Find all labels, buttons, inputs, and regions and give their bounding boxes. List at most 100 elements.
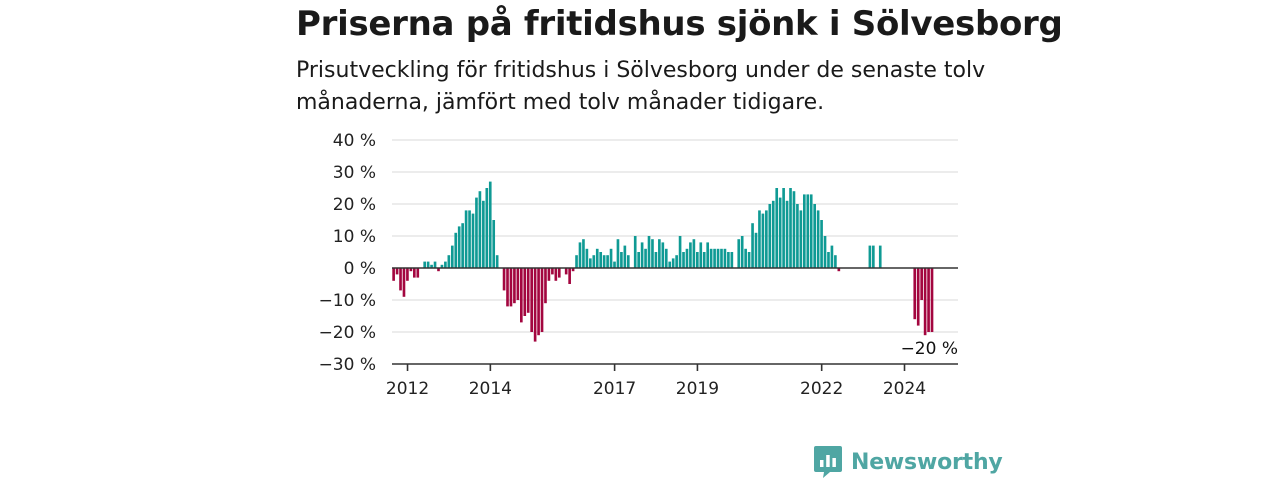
bar (730, 252, 734, 268)
bar (540, 268, 544, 332)
bar (471, 213, 475, 268)
bar (696, 252, 699, 268)
bar (523, 268, 527, 316)
bar (406, 268, 409, 281)
bar (723, 248, 727, 268)
bar (589, 258, 592, 268)
bar (913, 268, 917, 320)
bar (647, 236, 651, 268)
bar (568, 268, 571, 284)
bar (433, 261, 437, 268)
bar (689, 242, 692, 268)
bar (533, 268, 537, 342)
bar (461, 223, 464, 268)
bar (509, 268, 513, 307)
bar (737, 239, 741, 268)
bar (457, 226, 461, 268)
bar (633, 236, 637, 268)
bar (699, 242, 703, 268)
bar (702, 252, 706, 268)
bar (834, 255, 837, 268)
x-tick-label: 2024 (883, 379, 926, 399)
bar (751, 223, 754, 268)
bar (530, 268, 533, 332)
bar (557, 268, 561, 278)
bar (544, 268, 547, 304)
bar (482, 200, 485, 268)
bar (585, 248, 589, 268)
bar (595, 248, 599, 268)
bar (578, 242, 582, 268)
bar (399, 268, 402, 291)
bar (430, 264, 433, 268)
bar (450, 245, 454, 268)
bar (413, 268, 416, 278)
bar (520, 268, 523, 323)
bar (426, 261, 430, 268)
bar (744, 248, 747, 268)
bar (502, 268, 506, 291)
bar (488, 181, 492, 268)
bar (475, 197, 478, 268)
bar (423, 261, 427, 268)
bar (716, 248, 720, 268)
bar (582, 239, 585, 268)
brand-name: Newsworthy (851, 449, 1003, 475)
bar (554, 268, 558, 281)
bar (872, 245, 875, 268)
bar (765, 210, 768, 268)
bars (392, 181, 934, 342)
bar (782, 188, 785, 268)
bar (478, 191, 482, 268)
bar (392, 268, 395, 281)
bar (675, 255, 678, 268)
bar (747, 252, 751, 268)
bar (606, 255, 609, 268)
x-tick-label: 2022 (800, 379, 843, 399)
bar (758, 210, 761, 268)
bar (754, 232, 758, 268)
bar (685, 248, 689, 268)
y-tick-label: −20 % (319, 323, 376, 343)
bar (916, 268, 920, 326)
y-tick-label: 10 % (333, 227, 376, 247)
bar (620, 252, 623, 268)
bar (592, 255, 596, 268)
bar (803, 194, 806, 268)
bar (682, 252, 685, 268)
bar (547, 268, 551, 281)
bar (551, 268, 554, 275)
bar (616, 239, 620, 268)
bar (416, 268, 420, 278)
newsworthy-logo-icon (814, 446, 842, 478)
x-tick-label: 2014 (469, 379, 512, 399)
bar (602, 255, 606, 268)
bar (437, 268, 440, 272)
bar (799, 210, 803, 268)
x-tick-label: 2017 (593, 379, 636, 399)
bar (709, 248, 713, 268)
bar (692, 239, 696, 268)
bar (516, 268, 520, 300)
bar (395, 268, 399, 275)
y-tick-label: −30 % (319, 355, 376, 375)
bar (927, 268, 930, 332)
bar (644, 248, 647, 268)
bar (775, 188, 779, 268)
bar (464, 210, 468, 268)
y-tick-label: 0 % (344, 259, 376, 279)
tick-labels: 40 % 30 % 20 % 10 % 0 % −10 % −20 % −30 % 2012 20… (319, 131, 958, 399)
bar (651, 239, 654, 268)
bar (623, 245, 627, 268)
bar (571, 268, 575, 272)
last-value-label: −20 % (901, 339, 958, 359)
x-tick-label: 2012 (386, 379, 429, 399)
bar (816, 210, 820, 268)
bar (661, 242, 665, 268)
bar (930, 268, 934, 332)
bar (827, 252, 830, 268)
bar (761, 213, 765, 268)
bar (640, 242, 644, 268)
bar (740, 236, 744, 268)
bar (878, 245, 882, 268)
